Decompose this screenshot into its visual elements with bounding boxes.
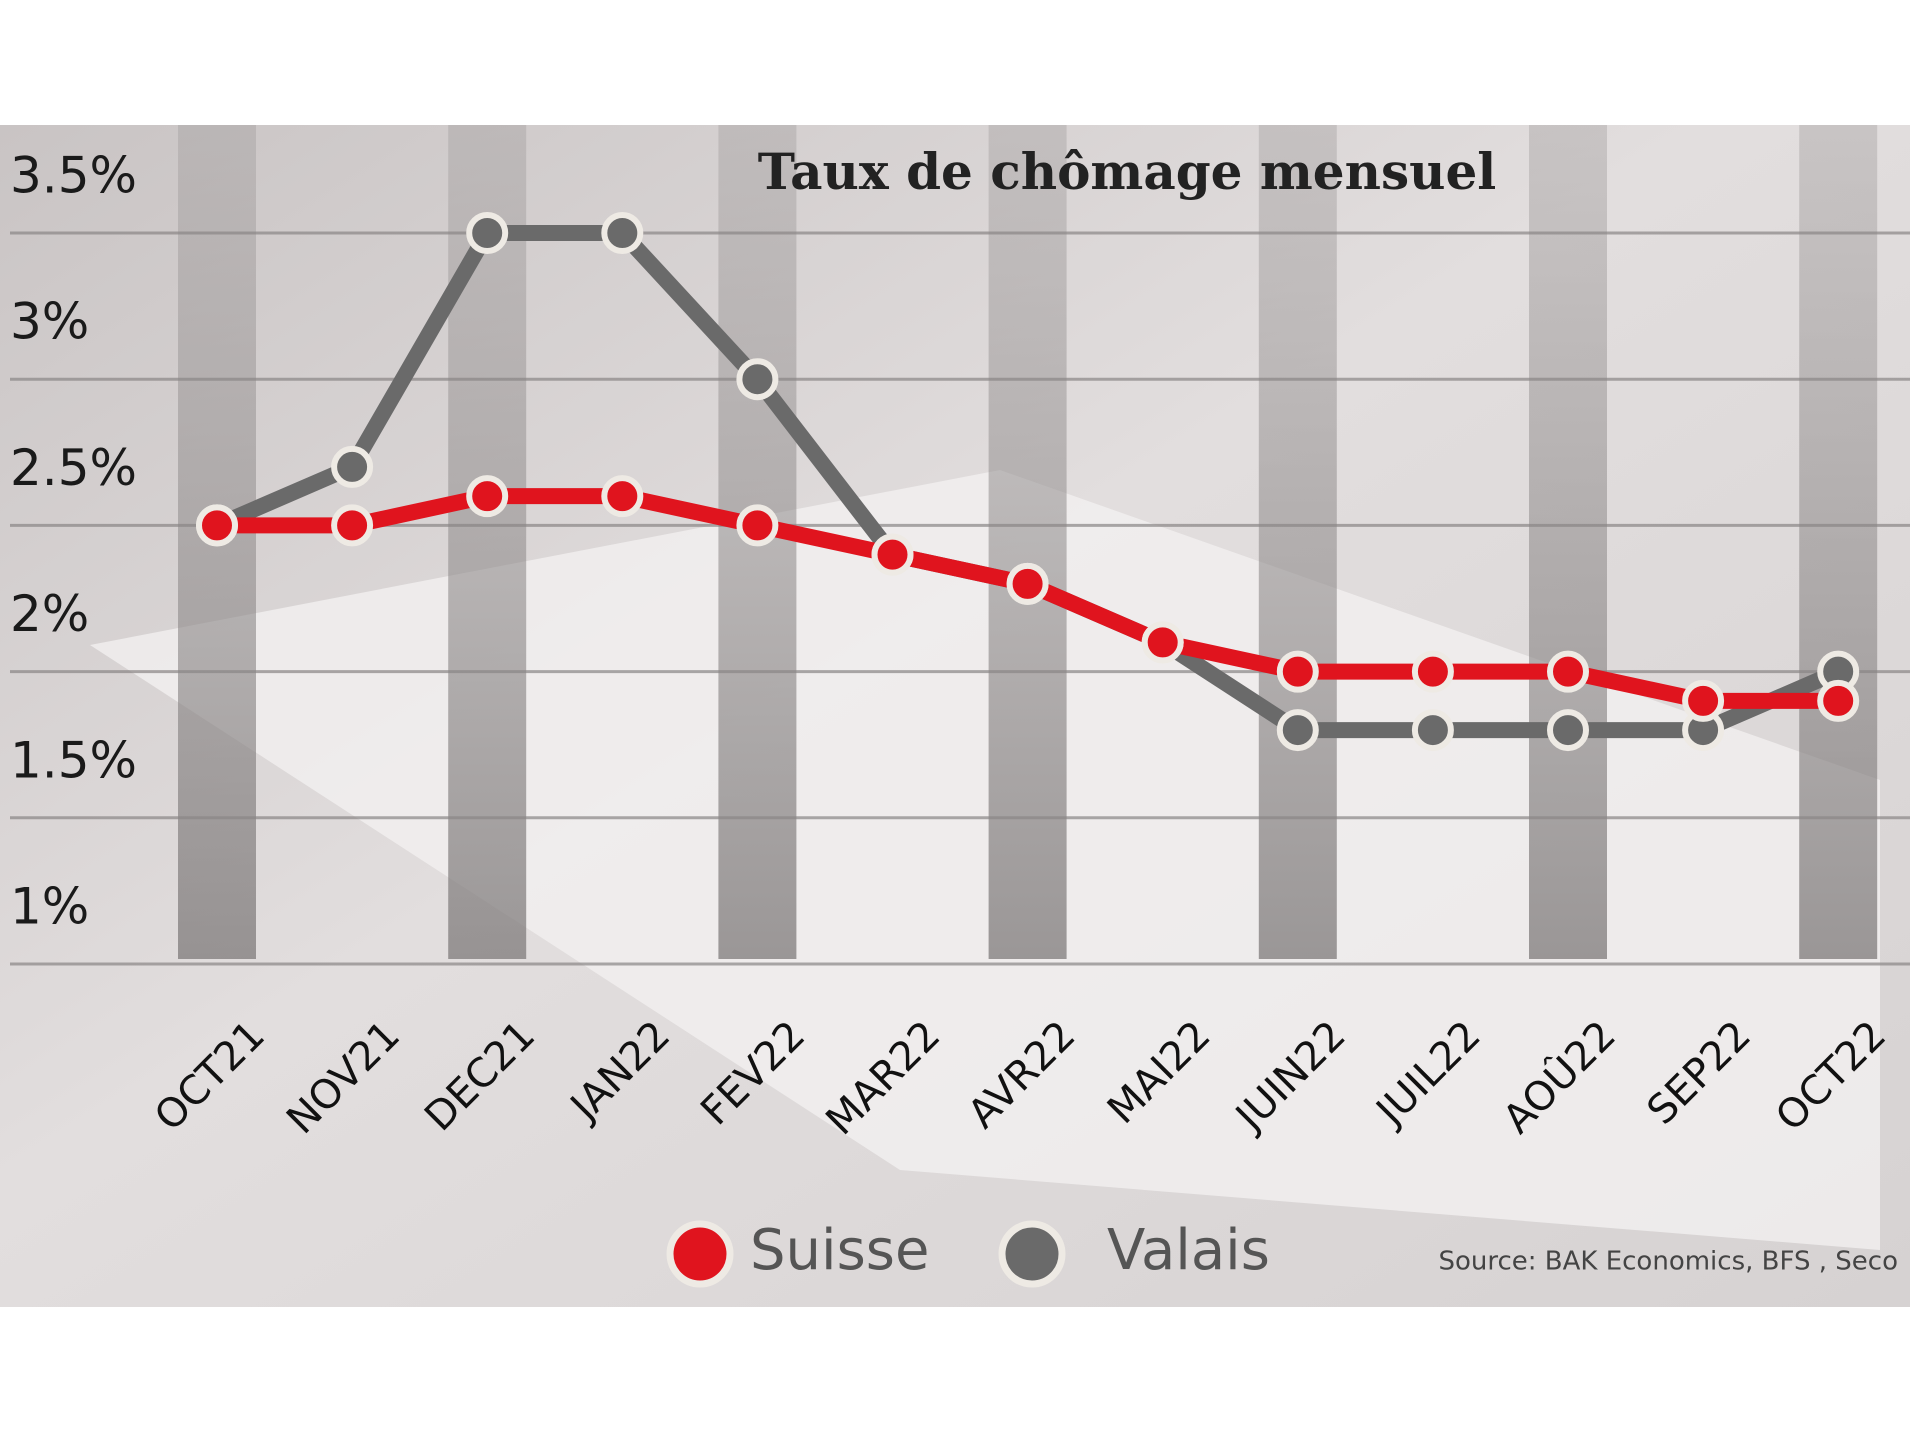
legend-marker (666, 1220, 734, 1288)
y-tick-label: 2% (10, 585, 89, 643)
legend-label: Suisse (750, 1218, 929, 1283)
point (601, 212, 644, 254)
point (1141, 621, 1184, 664)
y-tick-label: 3.5% (10, 147, 137, 205)
source: Source: BAK Economics, BFS , Seco (1438, 1247, 1898, 1277)
point (1682, 679, 1725, 722)
y-tick-label: 1.5% (10, 731, 137, 789)
point (1411, 709, 1454, 752)
y-tick-label: 3% (10, 293, 89, 351)
legend-marker (998, 1220, 1066, 1288)
point (736, 504, 779, 547)
point (1411, 650, 1454, 693)
column-stripe (1799, 125, 1878, 959)
point (196, 504, 238, 547)
point (736, 358, 779, 401)
point (331, 445, 374, 488)
column-stripe (988, 125, 1067, 959)
point (1817, 679, 1860, 722)
y-tick-label: 1% (10, 878, 89, 936)
point (1276, 650, 1319, 693)
column-stripe (1529, 125, 1607, 959)
legend-label: Valais (1107, 1218, 1270, 1283)
y-tick-label: 2.5% (10, 439, 137, 497)
point (601, 475, 644, 518)
point (1547, 709, 1589, 752)
chart-title: Taux de chômage mensuel (758, 142, 1497, 201)
point (466, 475, 509, 518)
point (1547, 650, 1589, 693)
point (466, 212, 509, 254)
point (1276, 709, 1319, 752)
point (331, 504, 374, 547)
point (871, 533, 914, 576)
point (1006, 562, 1049, 605)
column-stripe (1258, 125, 1337, 959)
